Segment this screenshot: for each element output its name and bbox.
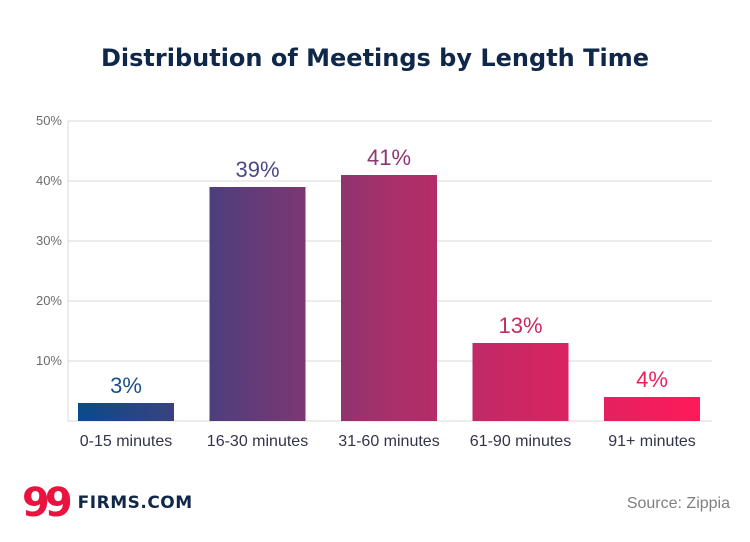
y-tick-label: 50% <box>36 113 62 128</box>
y-axis-ticks: 10% 20% 30% 40% 50% <box>36 113 62 368</box>
y-tick-label: 10% <box>36 353 62 368</box>
category-label: 31-60 minutes <box>338 433 439 450</box>
y-tick-label: 30% <box>36 233 62 248</box>
source-note: Source: Zippia <box>626 495 730 512</box>
data-labels: 3% 39% 41% 13% 4% <box>110 145 668 398</box>
bar <box>604 397 700 421</box>
logo-mark: 99 <box>22 480 73 526</box>
data-label: 41% <box>367 145 411 170</box>
category-label: 61-90 minutes <box>470 433 571 450</box>
chart-title: Distribution of Meetings by Length Time <box>100 44 649 72</box>
data-label: 4% <box>636 367 668 392</box>
data-label: 13% <box>498 313 542 338</box>
bar <box>341 175 437 421</box>
bar <box>78 403 174 421</box>
category-label: 91+ minutes <box>608 433 696 450</box>
bar <box>209 187 306 421</box>
bar <box>472 343 569 421</box>
data-label: 39% <box>235 157 279 182</box>
category-label: 0-15 minutes <box>80 433 173 450</box>
category-label: 16-30 minutes <box>207 433 308 450</box>
data-label: 3% <box>110 373 142 398</box>
brand-logo: 99 FIRMS.COM <box>22 480 193 526</box>
x-axis-categories: 0-15 minutes 16-30 minutes 31-60 minutes 61… <box>80 433 696 450</box>
y-tick-label: 20% <box>36 293 62 308</box>
y-tick-label: 40% <box>36 173 62 188</box>
bars <box>78 175 700 421</box>
logo-text: FIRMS.COM <box>77 493 193 513</box>
